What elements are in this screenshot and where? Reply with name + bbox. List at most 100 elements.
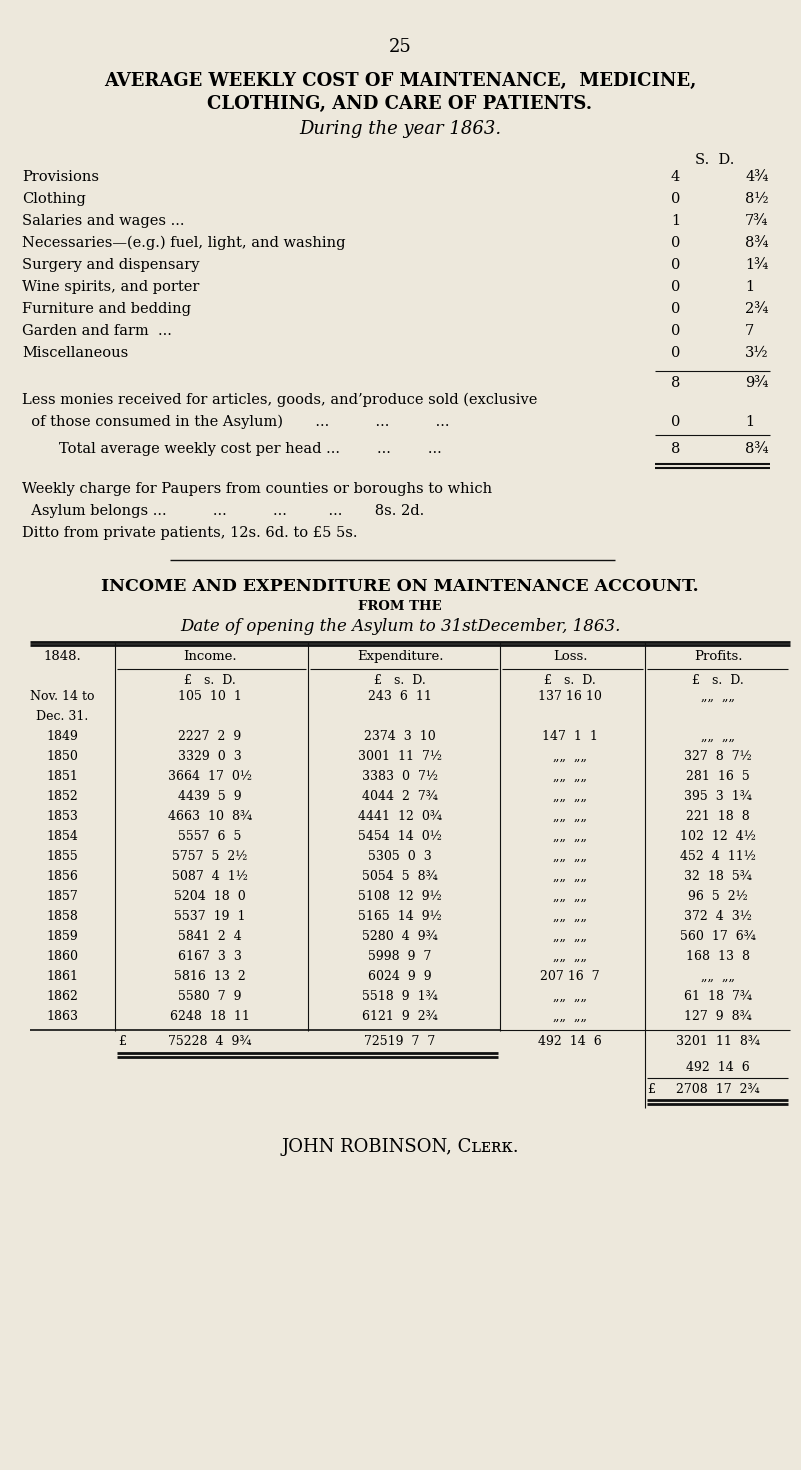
Text: Salaries and wages ...: Salaries and wages ... — [22, 215, 184, 228]
Text: 221  18  8: 221 18 8 — [686, 810, 750, 823]
Text: Nov. 14 to: Nov. 14 to — [30, 689, 95, 703]
Text: 1854: 1854 — [46, 831, 78, 842]
Text: 25: 25 — [388, 38, 412, 56]
Text: £: £ — [118, 1035, 126, 1048]
Text: 3001  11  7½: 3001 11 7½ — [358, 750, 442, 763]
Text: 1860: 1860 — [46, 950, 78, 963]
Text: 7¾: 7¾ — [745, 215, 768, 228]
Text: 8: 8 — [670, 442, 680, 456]
Text: Date of opening the Asylum to 31st⁠December, 1863.: Date of opening the Asylum to 31st⁠Decem… — [179, 617, 620, 635]
Text: 3329  0  3: 3329 0 3 — [178, 750, 242, 763]
Text: 5204  18  0: 5204 18 0 — [174, 889, 246, 903]
Text: 2¾: 2¾ — [745, 301, 768, 316]
Text: Furniture and bedding: Furniture and bedding — [22, 301, 191, 316]
Text: 327  8  7½: 327 8 7½ — [684, 750, 752, 763]
Text: During the year 1863.: During the year 1863. — [299, 121, 501, 138]
Text: 1848.: 1848. — [43, 650, 81, 663]
Text: FROM THE: FROM THE — [358, 600, 442, 613]
Text: Asylum belongs ...          ...          ...         ...       8s. 2d.: Asylum belongs ... ... ... ... 8s. 2d. — [22, 504, 425, 517]
Text: 1: 1 — [745, 415, 754, 429]
Text: 5537  19  1: 5537 19 1 — [175, 910, 246, 923]
Text: 5580  7  9: 5580 7 9 — [179, 989, 242, 1003]
Text: 5557  6  5: 5557 6 5 — [179, 831, 242, 842]
Text: Miscellaneous: Miscellaneous — [22, 345, 128, 360]
Text: 0: 0 — [670, 259, 680, 272]
Text: 1850: 1850 — [46, 750, 78, 763]
Text: 6121  9  2¾: 6121 9 2¾ — [362, 1010, 438, 1023]
Text: 207 16  7: 207 16 7 — [540, 970, 600, 983]
Text: 4441  12  0¾: 4441 12 0¾ — [358, 810, 442, 823]
Text: 4044  2  7¾: 4044 2 7¾ — [362, 789, 438, 803]
Text: JOHN ROBINSON, Cʟᴇʀᴋ.: JOHN ROBINSON, Cʟᴇʀᴋ. — [281, 1138, 519, 1155]
Text: 1855: 1855 — [46, 850, 78, 863]
Text: 1859: 1859 — [46, 931, 78, 942]
Text: 5280  4  9¾: 5280 4 9¾ — [362, 931, 438, 942]
Text: 32  18  5¾: 32 18 5¾ — [684, 870, 752, 883]
Text: 6248  18  11: 6248 18 11 — [170, 1010, 250, 1023]
Text: Clothing: Clothing — [22, 193, 86, 206]
Text: „„  „„: „„ „„ — [553, 931, 587, 942]
Text: 395  3  1¾: 395 3 1¾ — [684, 789, 752, 803]
Text: 4663  10  8¾: 4663 10 8¾ — [168, 810, 252, 823]
Text: 452  4  11½: 452 4 11½ — [680, 850, 756, 863]
Text: 1857: 1857 — [46, 889, 78, 903]
Text: „„  „„: „„ „„ — [553, 950, 587, 963]
Text: £   s.  D.: £ s. D. — [692, 675, 744, 686]
Text: „„  „„: „„ „„ — [553, 810, 587, 823]
Text: „„  „„: „„ „„ — [553, 831, 587, 842]
Text: „„  „„: „„ „„ — [553, 870, 587, 883]
Text: 5841  2  4: 5841 2 4 — [178, 931, 242, 942]
Text: „„  „„: „„ „„ — [701, 731, 735, 742]
Text: Less monies received for articles, goods, and’produce sold (exclusive: Less monies received for articles, goods… — [22, 392, 537, 407]
Text: 8¾: 8¾ — [745, 237, 768, 250]
Text: £   s.  D.: £ s. D. — [184, 675, 235, 686]
Text: Surgery and dispensary: Surgery and dispensary — [22, 259, 199, 272]
Text: Total average weekly cost per head ...        ...        ...: Total average weekly cost per head ... .… — [22, 442, 441, 456]
Text: AVERAGE WEEKLY COST OF MAINTENANCE,  MEDICINE,: AVERAGE WEEKLY COST OF MAINTENANCE, MEDI… — [104, 72, 696, 90]
Text: „„  „„: „„ „„ — [553, 889, 587, 903]
Text: „„  „„: „„ „„ — [701, 689, 735, 703]
Text: 0: 0 — [670, 323, 680, 338]
Text: 72519  7  7: 72519 7 7 — [364, 1035, 436, 1048]
Text: 5757  5  2½: 5757 5 2½ — [172, 850, 248, 863]
Text: INCOME AND EXPENDITURE ON MAINTENANCE ACCOUNT.: INCOME AND EXPENDITURE ON MAINTENANCE AC… — [101, 578, 698, 595]
Text: 1861: 1861 — [46, 970, 78, 983]
Text: 1862: 1862 — [46, 989, 78, 1003]
Text: 5087  4  1½: 5087 4 1½ — [172, 870, 248, 883]
Text: 5454  14  0½: 5454 14 0½ — [358, 831, 442, 842]
Text: 96  5  2½: 96 5 2½ — [688, 889, 748, 903]
Text: 2374  3  10: 2374 3 10 — [364, 731, 436, 742]
Text: 5108  12  9½: 5108 12 9½ — [358, 889, 442, 903]
Text: 560  17  6¾: 560 17 6¾ — [680, 931, 756, 942]
Text: „„  „„: „„ „„ — [553, 850, 587, 863]
Text: 137 16 10: 137 16 10 — [538, 689, 602, 703]
Text: Income.: Income. — [183, 650, 237, 663]
Text: „„  „„: „„ „„ — [553, 910, 587, 923]
Text: 5518  9  1¾: 5518 9 1¾ — [362, 989, 438, 1003]
Text: 0: 0 — [670, 279, 680, 294]
Text: Profits.: Profits. — [694, 650, 743, 663]
Text: 0: 0 — [670, 345, 680, 360]
Text: £   s.  D.: £ s. D. — [544, 675, 596, 686]
Text: 127  9  8¾: 127 9 8¾ — [684, 1010, 752, 1023]
Text: 1863: 1863 — [46, 1010, 78, 1023]
Text: 3383  0  7½: 3383 0 7½ — [362, 770, 438, 784]
Text: 4439  5  9: 4439 5 9 — [178, 789, 242, 803]
Text: 1: 1 — [671, 215, 680, 228]
Text: Wine spirits, and porter: Wine spirits, and porter — [22, 279, 199, 294]
Text: 5305  0  3: 5305 0 3 — [368, 850, 432, 863]
Text: 1851: 1851 — [46, 770, 78, 784]
Text: Garden and farm  ...: Garden and farm ... — [22, 323, 172, 338]
Text: 2227  2  9: 2227 2 9 — [179, 731, 242, 742]
Text: Weekly charge for Paupers from counties or boroughs to which: Weekly charge for Paupers from counties … — [22, 482, 492, 495]
Text: 3½: 3½ — [745, 345, 768, 360]
Text: £: £ — [647, 1083, 655, 1097]
Text: 9¾: 9¾ — [745, 376, 768, 390]
Text: Dec. 31.: Dec. 31. — [36, 710, 88, 723]
Text: 7: 7 — [745, 323, 755, 338]
Text: Necessaries—(e.g.) fuel, light, and washing: Necessaries—(e.g.) fuel, light, and wash… — [22, 237, 345, 250]
Text: 1858: 1858 — [46, 910, 78, 923]
Text: 492  14  6: 492 14 6 — [538, 1035, 602, 1048]
Text: 6024  9  9: 6024 9 9 — [368, 970, 432, 983]
Text: „„  „„: „„ „„ — [553, 989, 587, 1003]
